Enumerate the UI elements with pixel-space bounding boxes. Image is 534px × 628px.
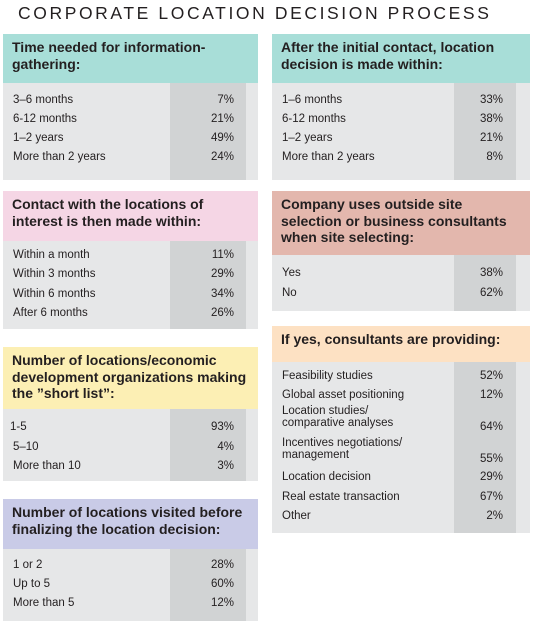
row-value: 28% [210,559,234,571]
row-value: 12% [210,597,234,609]
row-value: 33% [479,94,503,106]
row-value: 38% [479,267,503,279]
panel-heading: Contact with the locations of interest i… [3,191,258,241]
panel-heading: Company uses outside site selection or b… [272,191,530,255]
row-label: Real estate transaction [282,491,400,503]
row-value: 21% [479,132,503,144]
table-row: More than 10 3% [3,458,258,474]
row-value: 60% [210,578,234,590]
row-value: 3% [217,460,234,472]
table-row: More than 5 12% [3,595,258,611]
row-label: 6-12 months [282,113,346,125]
row-value: 52% [479,370,503,382]
row-value: 29% [210,268,234,280]
row-label: No [282,287,297,299]
panel-heading: Number of locations visited before final… [3,499,258,549]
panel-outside-consultants: Company uses outside site selection or b… [272,191,530,311]
row-value: 29% [479,471,503,483]
row-label: More than 2 years [13,151,106,163]
panel-consultant-services: If yes, consultants are providing: Feasi… [272,326,530,533]
row-value: 11% [211,249,234,261]
row-value: 38% [479,113,503,125]
table-row: 1-5 93% [3,419,258,435]
row-label: Within 6 months [13,288,96,300]
row-label: More than 10 [13,460,81,472]
row-value: 34% [210,288,234,300]
row-label: 1–2 years [282,132,333,144]
row-label: Location studies/ comparative analyses [282,405,394,429]
row-value: 21% [210,113,234,125]
row-label: Global asset positioning [282,389,405,401]
row-label: Other [282,510,311,522]
row-value: 55% [479,453,503,465]
table-row: Real estate transaction 67% [272,489,530,505]
row-label: 1–6 months [282,94,343,106]
panel-heading: After the initial contact, location deci… [272,34,530,83]
row-label: 5–10 [13,441,39,453]
panel-heading: Number of locations/economic development… [3,347,258,409]
row-label: Feasibility studies [282,370,373,382]
row-value: 24% [210,151,234,163]
panel-decision-timing: After the initial contact, location deci… [272,34,530,180]
table-row: 1–2 years 49% [3,130,258,146]
row-label: Within a month [13,249,90,261]
row-label: 1-5 [10,421,27,433]
table-row: Within a month 11% [3,247,258,263]
row-label: More than 5 [13,597,75,609]
row-label: 1–2 years [13,132,64,144]
table-row: Location decision 29% [272,469,530,485]
panel-locations-visited: Number of locations visited before final… [3,499,258,621]
row-value: 62% [479,287,503,299]
row-label: Incentives negotiations/ management [282,437,403,461]
table-row: 5–10 4% [3,439,258,455]
table-row: Within 6 months 34% [3,286,258,302]
row-value: 12% [479,389,503,401]
row-label: After 6 months [13,307,88,319]
panel-heading: Time needed for information-gathering: [3,34,258,83]
row-value: 67% [479,491,503,503]
table-row: Up to 5 60% [3,576,258,592]
row-label: 1 or 2 [13,559,43,571]
row-label: More than 2 years [282,151,375,163]
row-value: 26% [210,307,234,319]
table-row: Location studies/ comparative analyses 64… [272,405,530,433]
panel-short-list: Number of locations/economic development… [3,347,258,481]
row-value: 2% [486,510,503,522]
row-value: 7% [217,94,234,106]
page-title: CORPORATE LOCATION DECISION PROCESS [18,3,492,23]
row-value: 4% [217,441,234,453]
table-row: Yes 38% [272,265,530,281]
table-row: More than 2 years 24% [3,149,258,165]
table-row: Other 2% [272,508,530,524]
table-row: Within 3 months 29% [3,266,258,282]
panel-contact-timing: Contact with the locations of interest i… [3,191,258,329]
row-value: 64% [479,421,503,433]
table-row: 1–6 months 33% [272,92,530,108]
table-row: 6-12 months 38% [272,111,530,127]
row-label: Yes [282,267,301,279]
table-row: Global asset positioning 12% [272,387,530,403]
row-label: 3–6 months [13,94,74,106]
table-row: 1–2 years 21% [272,130,530,146]
row-value: 49% [210,132,234,144]
row-label: 6-12 months [13,113,77,125]
table-row: More than 2 years 8% [272,149,530,165]
table-row: After 6 months 26% [3,305,258,321]
row-value: 93% [210,421,234,433]
row-value: 8% [486,151,503,163]
table-row: Incentives negotiations/ management 55% [272,437,530,465]
row-label: Location decision [282,471,371,483]
table-row: 6-12 months 21% [3,111,258,127]
panel-information-gathering: Time needed for information-gathering: 3… [3,34,258,180]
row-label: Within 3 months [13,268,96,280]
row-label: Up to 5 [13,578,51,590]
panel-heading: If yes, consultants are providing: [272,326,530,362]
table-row: Feasibility studies 52% [272,368,530,384]
table-row: No 62% [272,285,530,301]
table-row: 1 or 2 28% [3,557,258,573]
table-row: 3–6 months 7% [3,92,258,108]
